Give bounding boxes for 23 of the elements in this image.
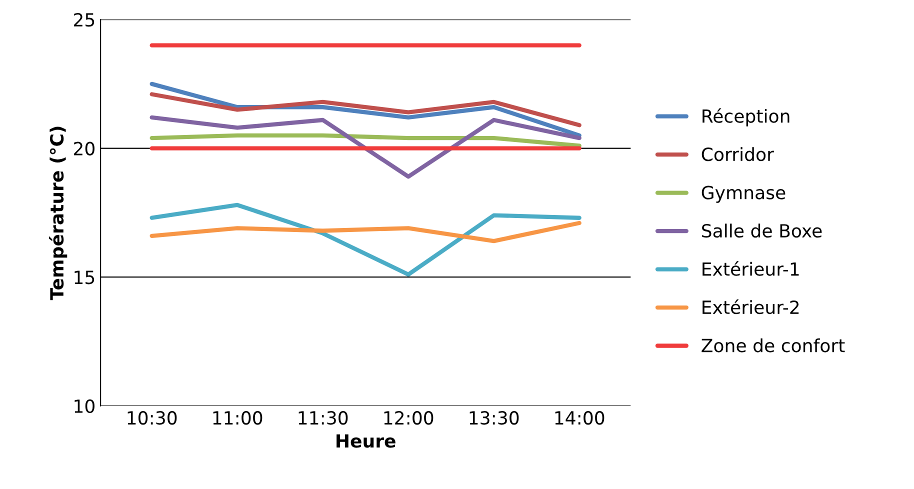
x-tick-label: 11:30 xyxy=(298,411,348,425)
legend-label: Gymnase xyxy=(702,186,786,203)
y-tick-label: 10 xyxy=(74,399,94,413)
x-axis-title: Heure xyxy=(336,434,396,448)
line-series xyxy=(150,220,582,244)
x-tick-label: 12:00 xyxy=(384,411,434,425)
x-tick-label: 11:00 xyxy=(213,411,262,425)
legend-label: Zone de confort xyxy=(702,338,845,352)
x-tick-label: 13:30 xyxy=(470,411,519,425)
legend-label: Extérieur-2 xyxy=(702,299,799,314)
y-tick-label: 25 xyxy=(74,13,94,27)
y-axis-title: Température (°C) xyxy=(48,126,68,300)
y-tick-label: 15 xyxy=(74,270,94,284)
legend-label: Réception xyxy=(702,108,790,126)
line-series xyxy=(150,92,582,128)
x-tick-label: 10:30 xyxy=(128,411,177,425)
y-tick-label: 20 xyxy=(74,142,94,156)
legend-label: Corridor xyxy=(702,147,774,162)
x-tick-label: 14:00 xyxy=(555,411,604,425)
line-series xyxy=(150,115,582,179)
legend-label: Salle de Boxe xyxy=(702,224,822,238)
legend-label: Extérieur-1 xyxy=(702,261,799,276)
line-series xyxy=(150,202,582,277)
